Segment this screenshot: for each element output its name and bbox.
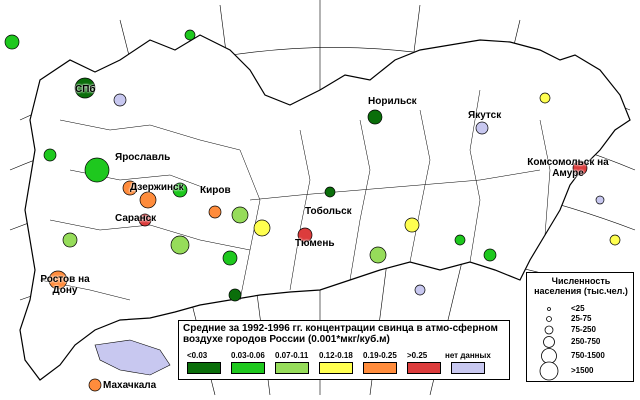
population-legend: Численность населения (тыс.чел.) <25 25-… bbox=[526, 272, 634, 382]
legend-title: Средние за 1992-1996 гг. концентрации св… bbox=[183, 323, 498, 345]
pop-class-label: 25-75 bbox=[571, 314, 592, 323]
city-marker bbox=[62, 232, 78, 248]
legend-class-label: 0.19-0.25 bbox=[363, 351, 397, 360]
city-marker bbox=[84, 157, 110, 183]
city-label-kirov: Киров bbox=[200, 185, 231, 196]
pop-circle bbox=[544, 325, 554, 335]
city-marker bbox=[228, 288, 242, 302]
caspian-sea bbox=[94, 339, 171, 376]
city-marker bbox=[113, 93, 127, 107]
pop-class-label: 250-750 bbox=[571, 337, 601, 346]
city-label-komsomolsk: Комсомольск на Амуре bbox=[527, 157, 609, 179]
city-markers bbox=[4, 29, 621, 392]
city-label-rostov: Ростов на Дону bbox=[40, 274, 90, 296]
pop-circle bbox=[543, 336, 555, 348]
legend-class-label: 0.03-0.06 bbox=[231, 351, 265, 360]
city-label-tyumen: Тюмень bbox=[295, 238, 335, 249]
legend-swatch bbox=[363, 362, 397, 374]
city-marker bbox=[208, 205, 222, 219]
legend-swatch bbox=[451, 362, 485, 374]
city-label-yaroslavl: Ярославль bbox=[115, 152, 171, 163]
city-label-yakutsk: Якутск bbox=[468, 110, 502, 121]
legend-swatch bbox=[187, 362, 221, 374]
city-label-saransk: Саранск bbox=[115, 213, 157, 224]
city-marker bbox=[297, 227, 313, 243]
legend-swatch bbox=[319, 362, 353, 374]
legend-swatch bbox=[407, 362, 441, 374]
city-marker bbox=[172, 182, 188, 198]
city-marker bbox=[369, 246, 387, 264]
pop-class-label: <25 bbox=[571, 304, 585, 313]
legend-class-label: 0.12-0.18 bbox=[319, 351, 353, 360]
city-marker bbox=[170, 235, 190, 255]
city-marker bbox=[324, 186, 336, 198]
city-label-norilsk: Норильск bbox=[368, 96, 417, 107]
city-label-spb: СПб bbox=[75, 84, 96, 95]
city-marker bbox=[74, 77, 96, 99]
city-label-tobolsk: Тобольск bbox=[305, 206, 352, 217]
city-marker bbox=[414, 284, 426, 296]
pop-circle bbox=[546, 316, 552, 322]
city-label-makhachkala: Махачкала bbox=[103, 380, 157, 391]
pop-class-label: 750-1500 bbox=[571, 351, 605, 360]
legend-swatch bbox=[275, 362, 309, 374]
city-marker bbox=[184, 29, 196, 41]
city-marker bbox=[138, 213, 152, 227]
pop-class-label: >1500 bbox=[571, 366, 594, 375]
pop-circle bbox=[547, 307, 551, 311]
pop-circle bbox=[541, 348, 557, 364]
city-marker bbox=[404, 217, 420, 233]
city-marker bbox=[572, 160, 588, 176]
legend-class-label: нет данных bbox=[445, 351, 491, 360]
legend-class-label: 0.07-0.11 bbox=[275, 351, 309, 360]
city-marker bbox=[48, 270, 68, 290]
city-marker bbox=[475, 121, 489, 135]
city-marker bbox=[483, 248, 497, 262]
legend-class-label: <0.03 bbox=[187, 351, 208, 360]
concentration-legend: Средние за 1992-1996 гг. концентрации св… bbox=[178, 320, 510, 380]
city-marker bbox=[43, 148, 57, 162]
city-marker bbox=[595, 195, 605, 205]
city-marker bbox=[122, 180, 138, 196]
city-marker bbox=[4, 34, 20, 50]
population-legend-title: Численность населения (тыс.чел.) bbox=[534, 276, 628, 296]
pop-class-label: 75-250 bbox=[571, 325, 596, 334]
city-marker bbox=[253, 219, 271, 237]
pop-circle bbox=[539, 361, 559, 381]
city-marker bbox=[139, 191, 157, 209]
city-label-dzerzhinsk: Дзержинск bbox=[130, 182, 184, 193]
city-marker bbox=[231, 206, 249, 224]
city-marker bbox=[88, 378, 102, 392]
population-circles bbox=[539, 307, 559, 381]
city-marker bbox=[539, 92, 551, 104]
city-marker bbox=[454, 234, 466, 246]
legend-class-label: >0.25 bbox=[407, 351, 428, 360]
city-marker bbox=[609, 234, 621, 246]
city-marker bbox=[367, 109, 383, 125]
city-marker bbox=[222, 250, 238, 266]
legend-swatch bbox=[231, 362, 265, 374]
